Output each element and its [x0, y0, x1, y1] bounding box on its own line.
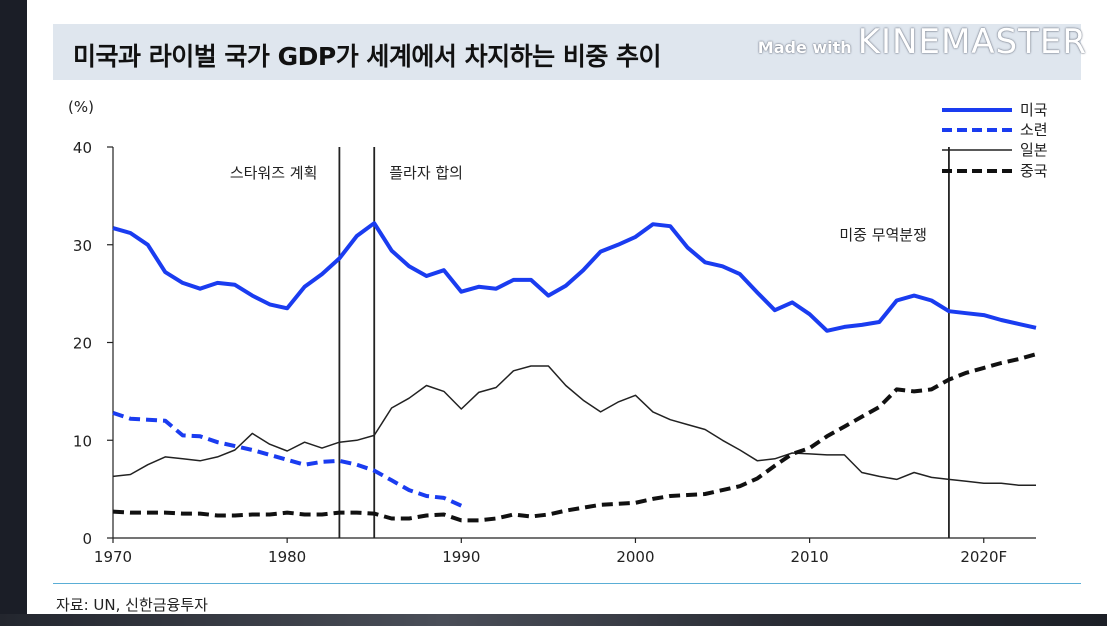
- watermark-prefix: Made with: [757, 38, 852, 57]
- y-tick-label: 30: [73, 237, 92, 255]
- event-label: 미중 무역분쟁: [839, 226, 927, 244]
- bottom-border: [0, 614, 1107, 626]
- y-tick-label: 40: [73, 139, 92, 157]
- event-label: 플라자 합의: [389, 164, 463, 182]
- watermark-brand: KINEMASTER: [857, 22, 1087, 62]
- x-tick-label: 1980: [268, 548, 306, 566]
- y-axis-unit-label: (%): [68, 98, 94, 116]
- legend-label: 일본: [1020, 141, 1048, 159]
- series-line: [112, 352, 1037, 523]
- y-tick-label: 20: [73, 335, 92, 353]
- y-tick-label: 0: [82, 530, 92, 548]
- series-line: [112, 365, 1036, 486]
- x-tick-label: 2020F: [960, 548, 1007, 566]
- title-band: [53, 24, 1081, 80]
- series-line: [112, 411, 463, 508]
- left-border: [0, 0, 27, 626]
- source-note: 자료: UN, 신한금융투자: [56, 596, 208, 614]
- series-line: [112, 221, 1037, 333]
- legend-label: 소련: [1020, 121, 1048, 139]
- x-tick-label: 1990: [442, 548, 480, 566]
- kinemaster-watermark: Made with KINEMASTER: [758, 22, 1087, 62]
- x-tick-label: 1970: [94, 548, 132, 566]
- legend-label: 중국: [1020, 162, 1048, 180]
- event-label: 스타워즈 계획: [230, 164, 318, 182]
- y-tick-label: 10: [73, 432, 92, 450]
- chart-title: 미국과 라이벌 국가 GDP가 세계에서 차지하는 비중 추이: [73, 42, 662, 71]
- legend-label: 미국: [1020, 101, 1048, 119]
- x-tick-label: 2010: [791, 548, 829, 566]
- x-tick-label: 2000: [616, 548, 654, 566]
- source-divider: [53, 583, 1081, 584]
